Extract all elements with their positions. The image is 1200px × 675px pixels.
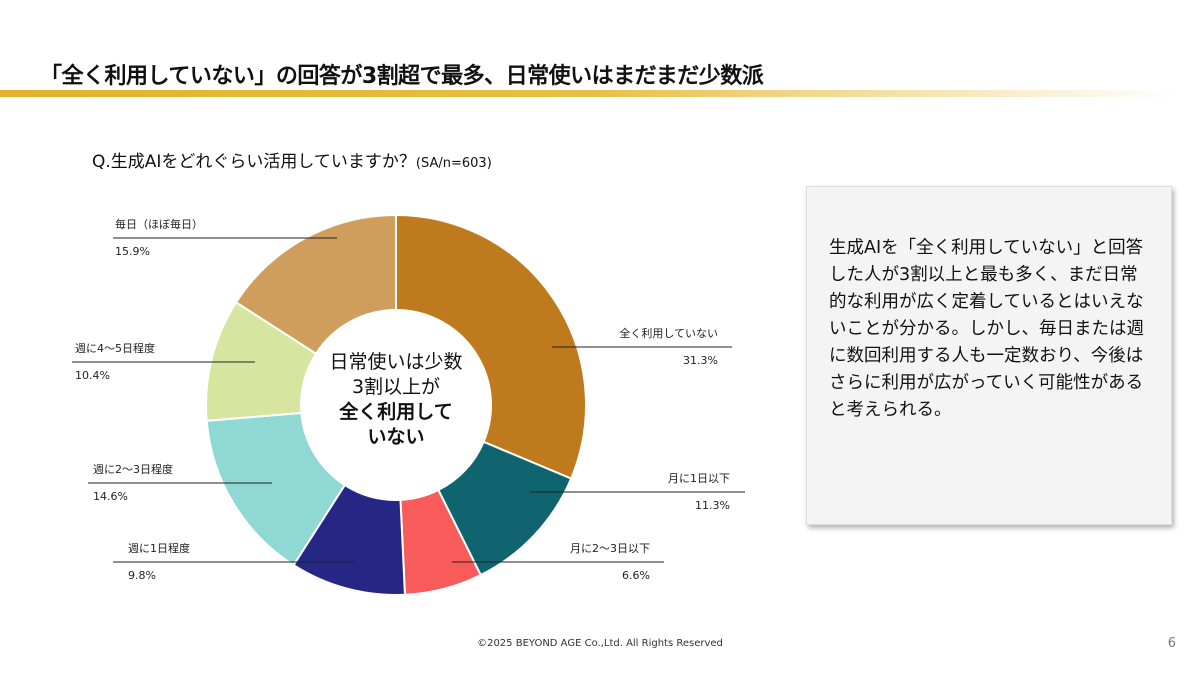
slice-4 [205, 411, 347, 567]
slice-0 [395, 213, 587, 480]
center-line-1: 日常使いは少数 [329, 351, 463, 373]
category-label-4: 週に2～3日程度 [93, 462, 173, 476]
category-label-3: 週に1日程度 [128, 541, 190, 555]
question-text: Q.生成AIをどれぐらい活用していますか？ [92, 152, 416, 172]
value-label-5: 10.4% [75, 369, 110, 382]
center-line-2: 3割以上が [351, 376, 441, 398]
question-note: (SA/n=603) [415, 156, 492, 171]
center-line-3: 全く利用して [339, 401, 453, 423]
slice-6 [234, 213, 397, 356]
value-label-3: 9.8% [128, 569, 156, 582]
category-label-5: 週に4〜5日程度 [75, 341, 155, 355]
title-underline [0, 90, 1180, 97]
page-number: 6 [1167, 636, 1176, 651]
page-title: 「全く利用していない」の回答が3割超で最多、日常使いはまだまだ少数派 [40, 64, 764, 89]
summary-box: 生成AIを「全く利用していない」と回答した人が3割以上と最も多く、まだ日常的な利… [806, 186, 1172, 525]
category-label-6: 毎日（ほぼ毎日） [115, 218, 203, 231]
value-label-0: 31.3% [683, 354, 718, 367]
center-line-4: いない [367, 426, 425, 448]
copyright: ©2025 BEYOND AGE Co.,Ltd. All Rights Res… [477, 638, 723, 649]
category-label-0: 全く利用していない [619, 326, 718, 340]
value-label-2: 6.6% [622, 569, 650, 582]
value-label-1: 11.3% [695, 499, 730, 512]
question: Q.生成AIをどれぐらい活用していますか？(SA/n=603) [92, 147, 492, 172]
category-label-2: 月に2〜3日以下 [570, 542, 650, 555]
category-label-1: 月に1日以下 [668, 472, 730, 485]
center-text: 日常使いは少数 3割以上が 全く利用して いない [316, 350, 476, 450]
value-label-4: 14.6% [93, 490, 128, 503]
value-label-6: 15.9% [115, 245, 150, 258]
